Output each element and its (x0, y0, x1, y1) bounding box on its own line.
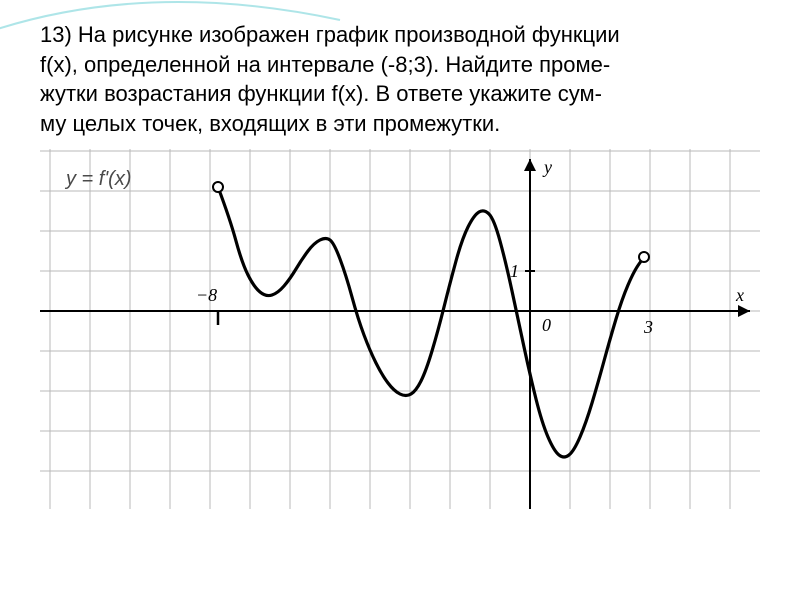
formula-label: y = f'(x) (66, 168, 132, 191)
text-line-4: му целых точек, входящих в эти промежутк… (40, 109, 760, 139)
svg-text:y: y (542, 157, 552, 177)
text-line-1: 13) На рисунке изображен график производ… (40, 20, 760, 50)
derivative-chart: 0 1 y x −8 3 (40, 149, 760, 509)
svg-text:1: 1 (510, 261, 519, 281)
problem-text: 13) На рисунке изображен график производ… (0, 0, 800, 149)
svg-text:−8: −8 (196, 285, 217, 305)
chart-svg: 0 1 y x −8 3 (40, 149, 760, 509)
svg-text:x: x (735, 285, 744, 305)
text-line-2: f(x), определенной на интервале (-8;3). … (40, 50, 760, 80)
svg-text:0: 0 (542, 315, 551, 335)
text-line-3: жутки возрастания функции f(x). В ответе… (40, 79, 760, 109)
svg-text:3: 3 (643, 317, 653, 337)
